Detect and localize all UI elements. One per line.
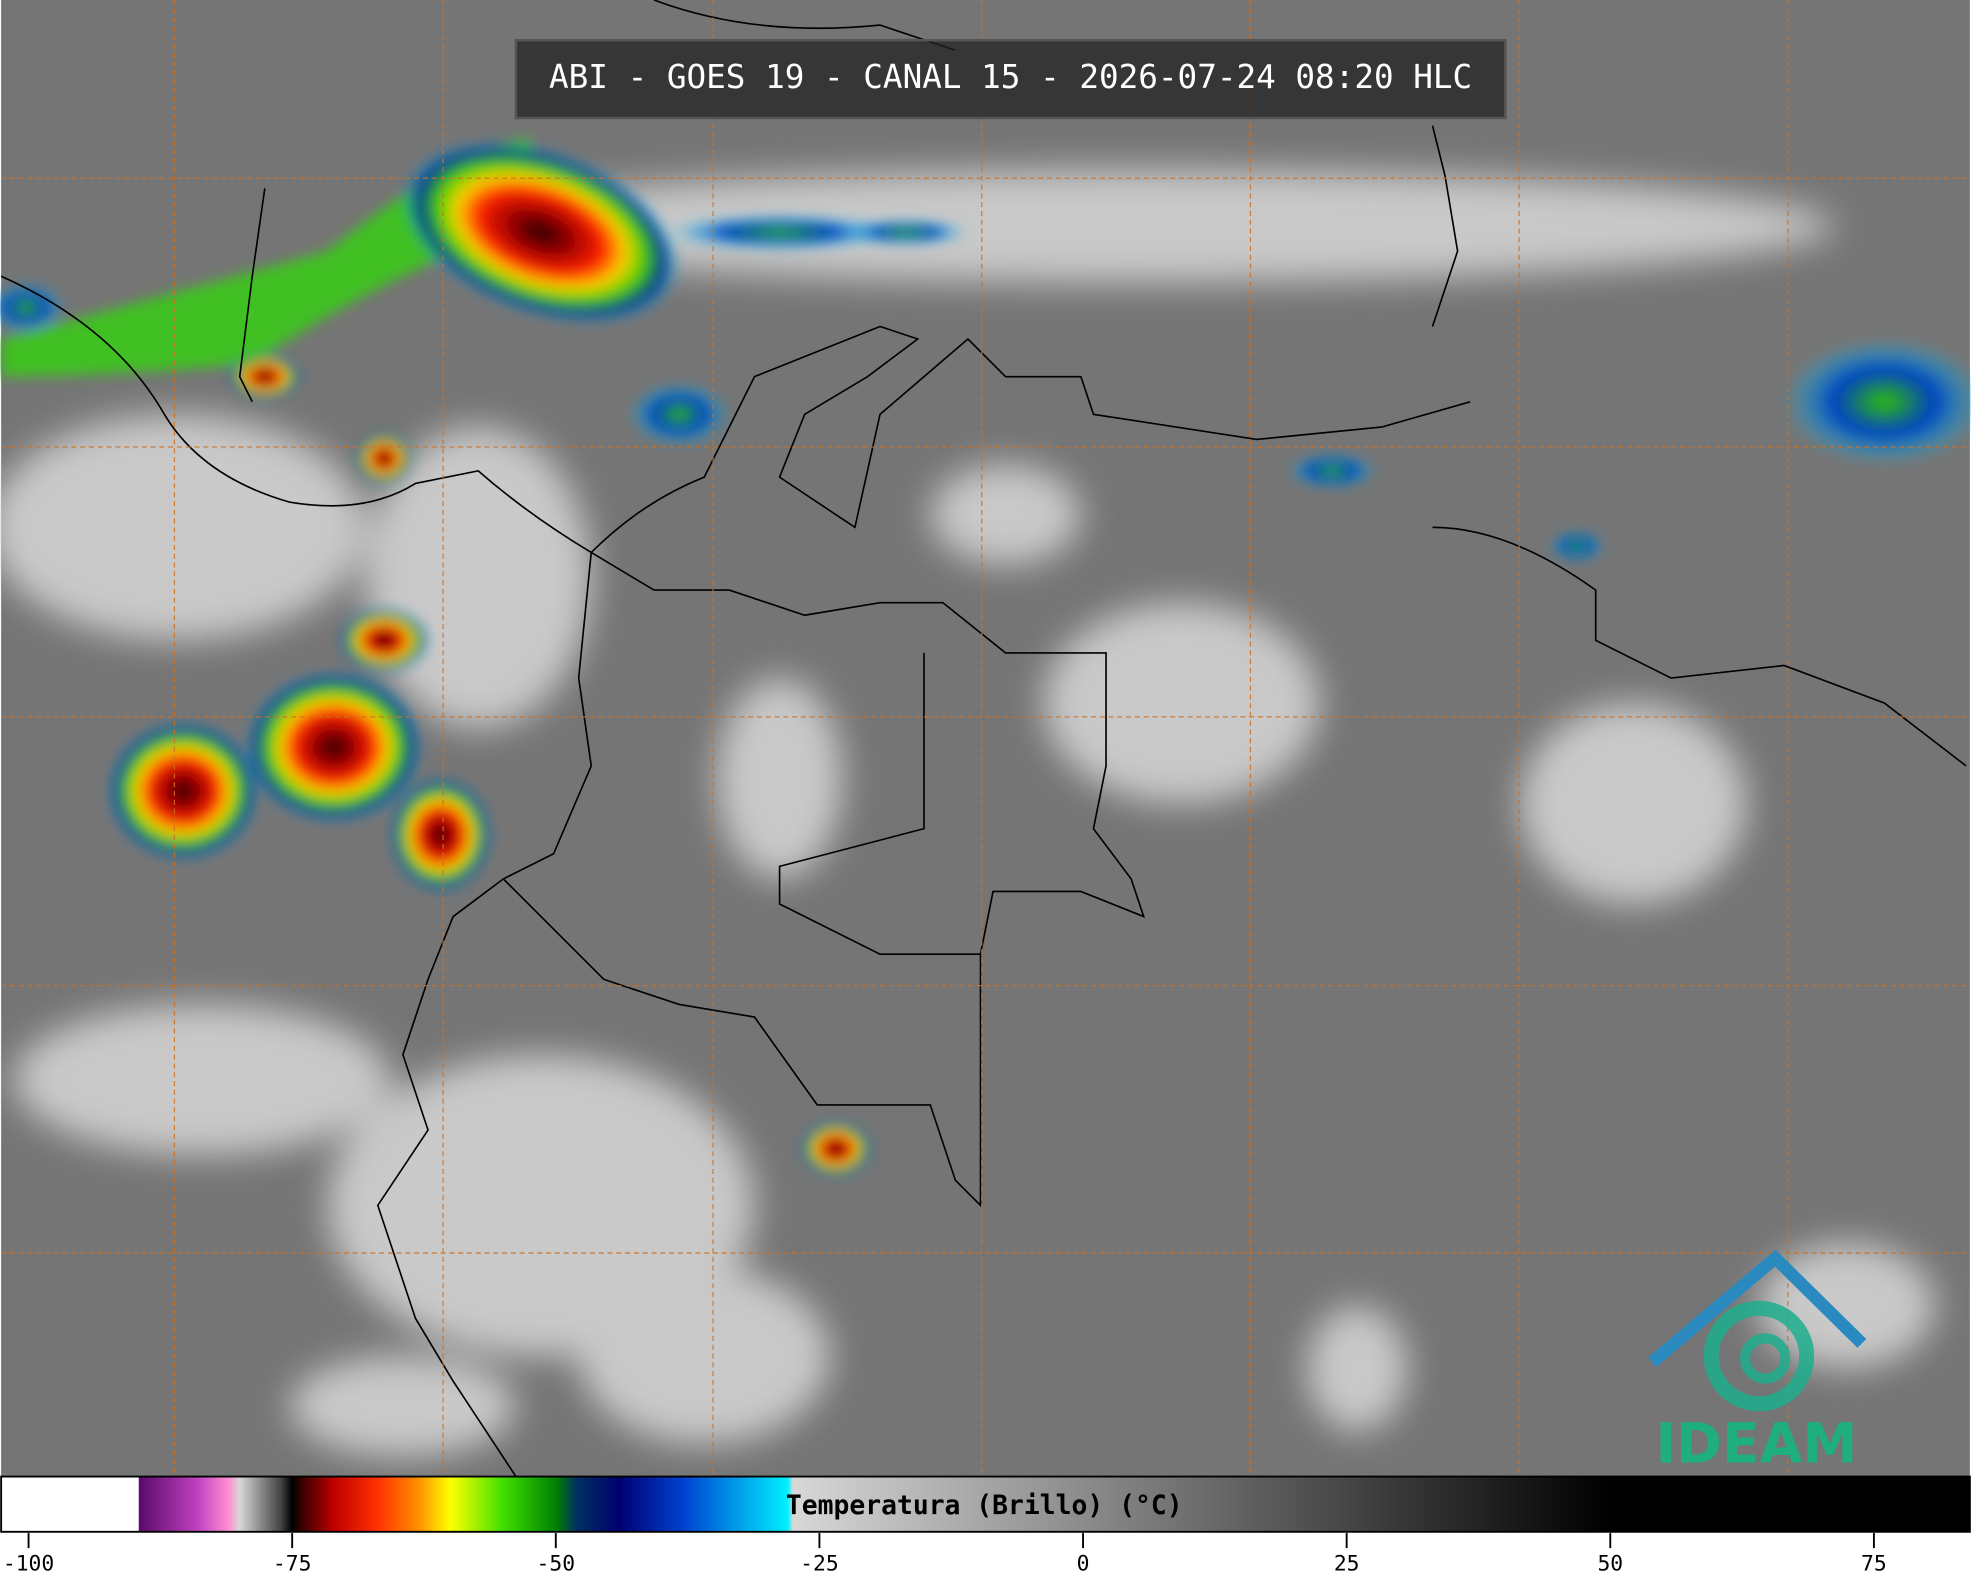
colorbar-tick-label: -50 <box>537 1551 576 1576</box>
graticule <box>1 0 1970 1477</box>
colorbar-tick-label: 25 <box>1334 1551 1360 1576</box>
colorbar-tick-label: -100 <box>3 1551 54 1576</box>
colorbar-tick-label: 50 <box>1597 1551 1623 1576</box>
colorbar-tick-label: -25 <box>800 1551 839 1576</box>
colorbar-tick-label: -75 <box>273 1551 312 1576</box>
logo-text: IDEAM <box>1656 1413 1858 1477</box>
colorbar-fill <box>0 1475 1971 1533</box>
title: ABI - GOES 19 - CANAL 15 - 2026-07-24 08… <box>549 58 1472 96</box>
colorbar: Temperatura (Brillo) (°C) -100 -75 -50 -25 0… <box>0 1475 1971 1576</box>
map <box>0 0 1971 1478</box>
colorbar-tick-label: 75 <box>1861 1551 1887 1576</box>
title-box: ABI - GOES 19 - CANAL 15 - 2026-07-24 08… <box>514 38 1507 120</box>
colorbar-tick-label: 0 <box>1077 1551 1090 1576</box>
logo: IDEAM <box>1648 1249 1867 1477</box>
colorbar-label: Temperatura (Brillo) (°C) <box>786 1491 1183 1521</box>
